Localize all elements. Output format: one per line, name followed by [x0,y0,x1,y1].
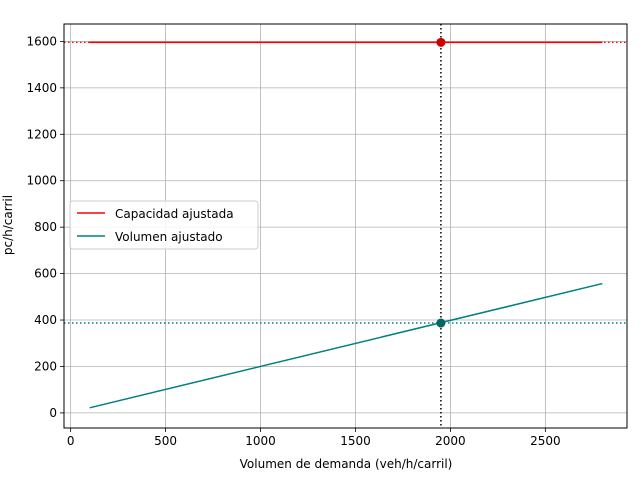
plot-frame [63,23,628,429]
x-tick-label-2500: 2500 [530,434,561,448]
y-tick-label-600: 600 [34,267,57,281]
y-tick-label-400: 400 [34,313,57,327]
y-tick-label-200: 200 [34,359,57,373]
markers-group [436,37,446,328]
legend-label-volume: Volumen ajustado [115,230,223,244]
x-tick-label-0: 0 [67,434,75,448]
y-tick-label-0: 0 [49,406,57,420]
grid [64,24,627,428]
x-tick-label-1000: 1000 [245,434,276,448]
legend: Capacidad ajustada Volumen ajustado [69,200,259,250]
x-axis-ticks: 0 500 1000 1500 2000 2500 [67,428,561,448]
y-tick-label-1400: 1400 [26,81,57,95]
x-axis-label: Volumen de demanda (veh/h/carril) [240,457,453,471]
y-axis-ticks: 0 200 400 600 800 1000 1200 1400 1600 [26,34,64,420]
y-tick-label-800: 800 [34,220,57,234]
series-line-1 [89,282,603,409]
x-tick-label-500: 500 [154,434,177,448]
x-tick-label-1500: 1500 [340,434,371,448]
legend-box [69,200,259,250]
legend-label-capacity: Capacidad ajustada [115,207,234,221]
y-tick-label-1600: 1600 [26,34,57,48]
series-group [89,41,603,409]
intersection-marker-0 [436,37,446,47]
y-axis-label: pc/h/carril [1,195,15,255]
y-tick-label-1200: 1200 [26,127,57,141]
x-tick-label-2000: 2000 [435,434,466,448]
intersection-marker-1 [436,318,446,328]
y-tick-label-1000: 1000 [26,174,57,188]
